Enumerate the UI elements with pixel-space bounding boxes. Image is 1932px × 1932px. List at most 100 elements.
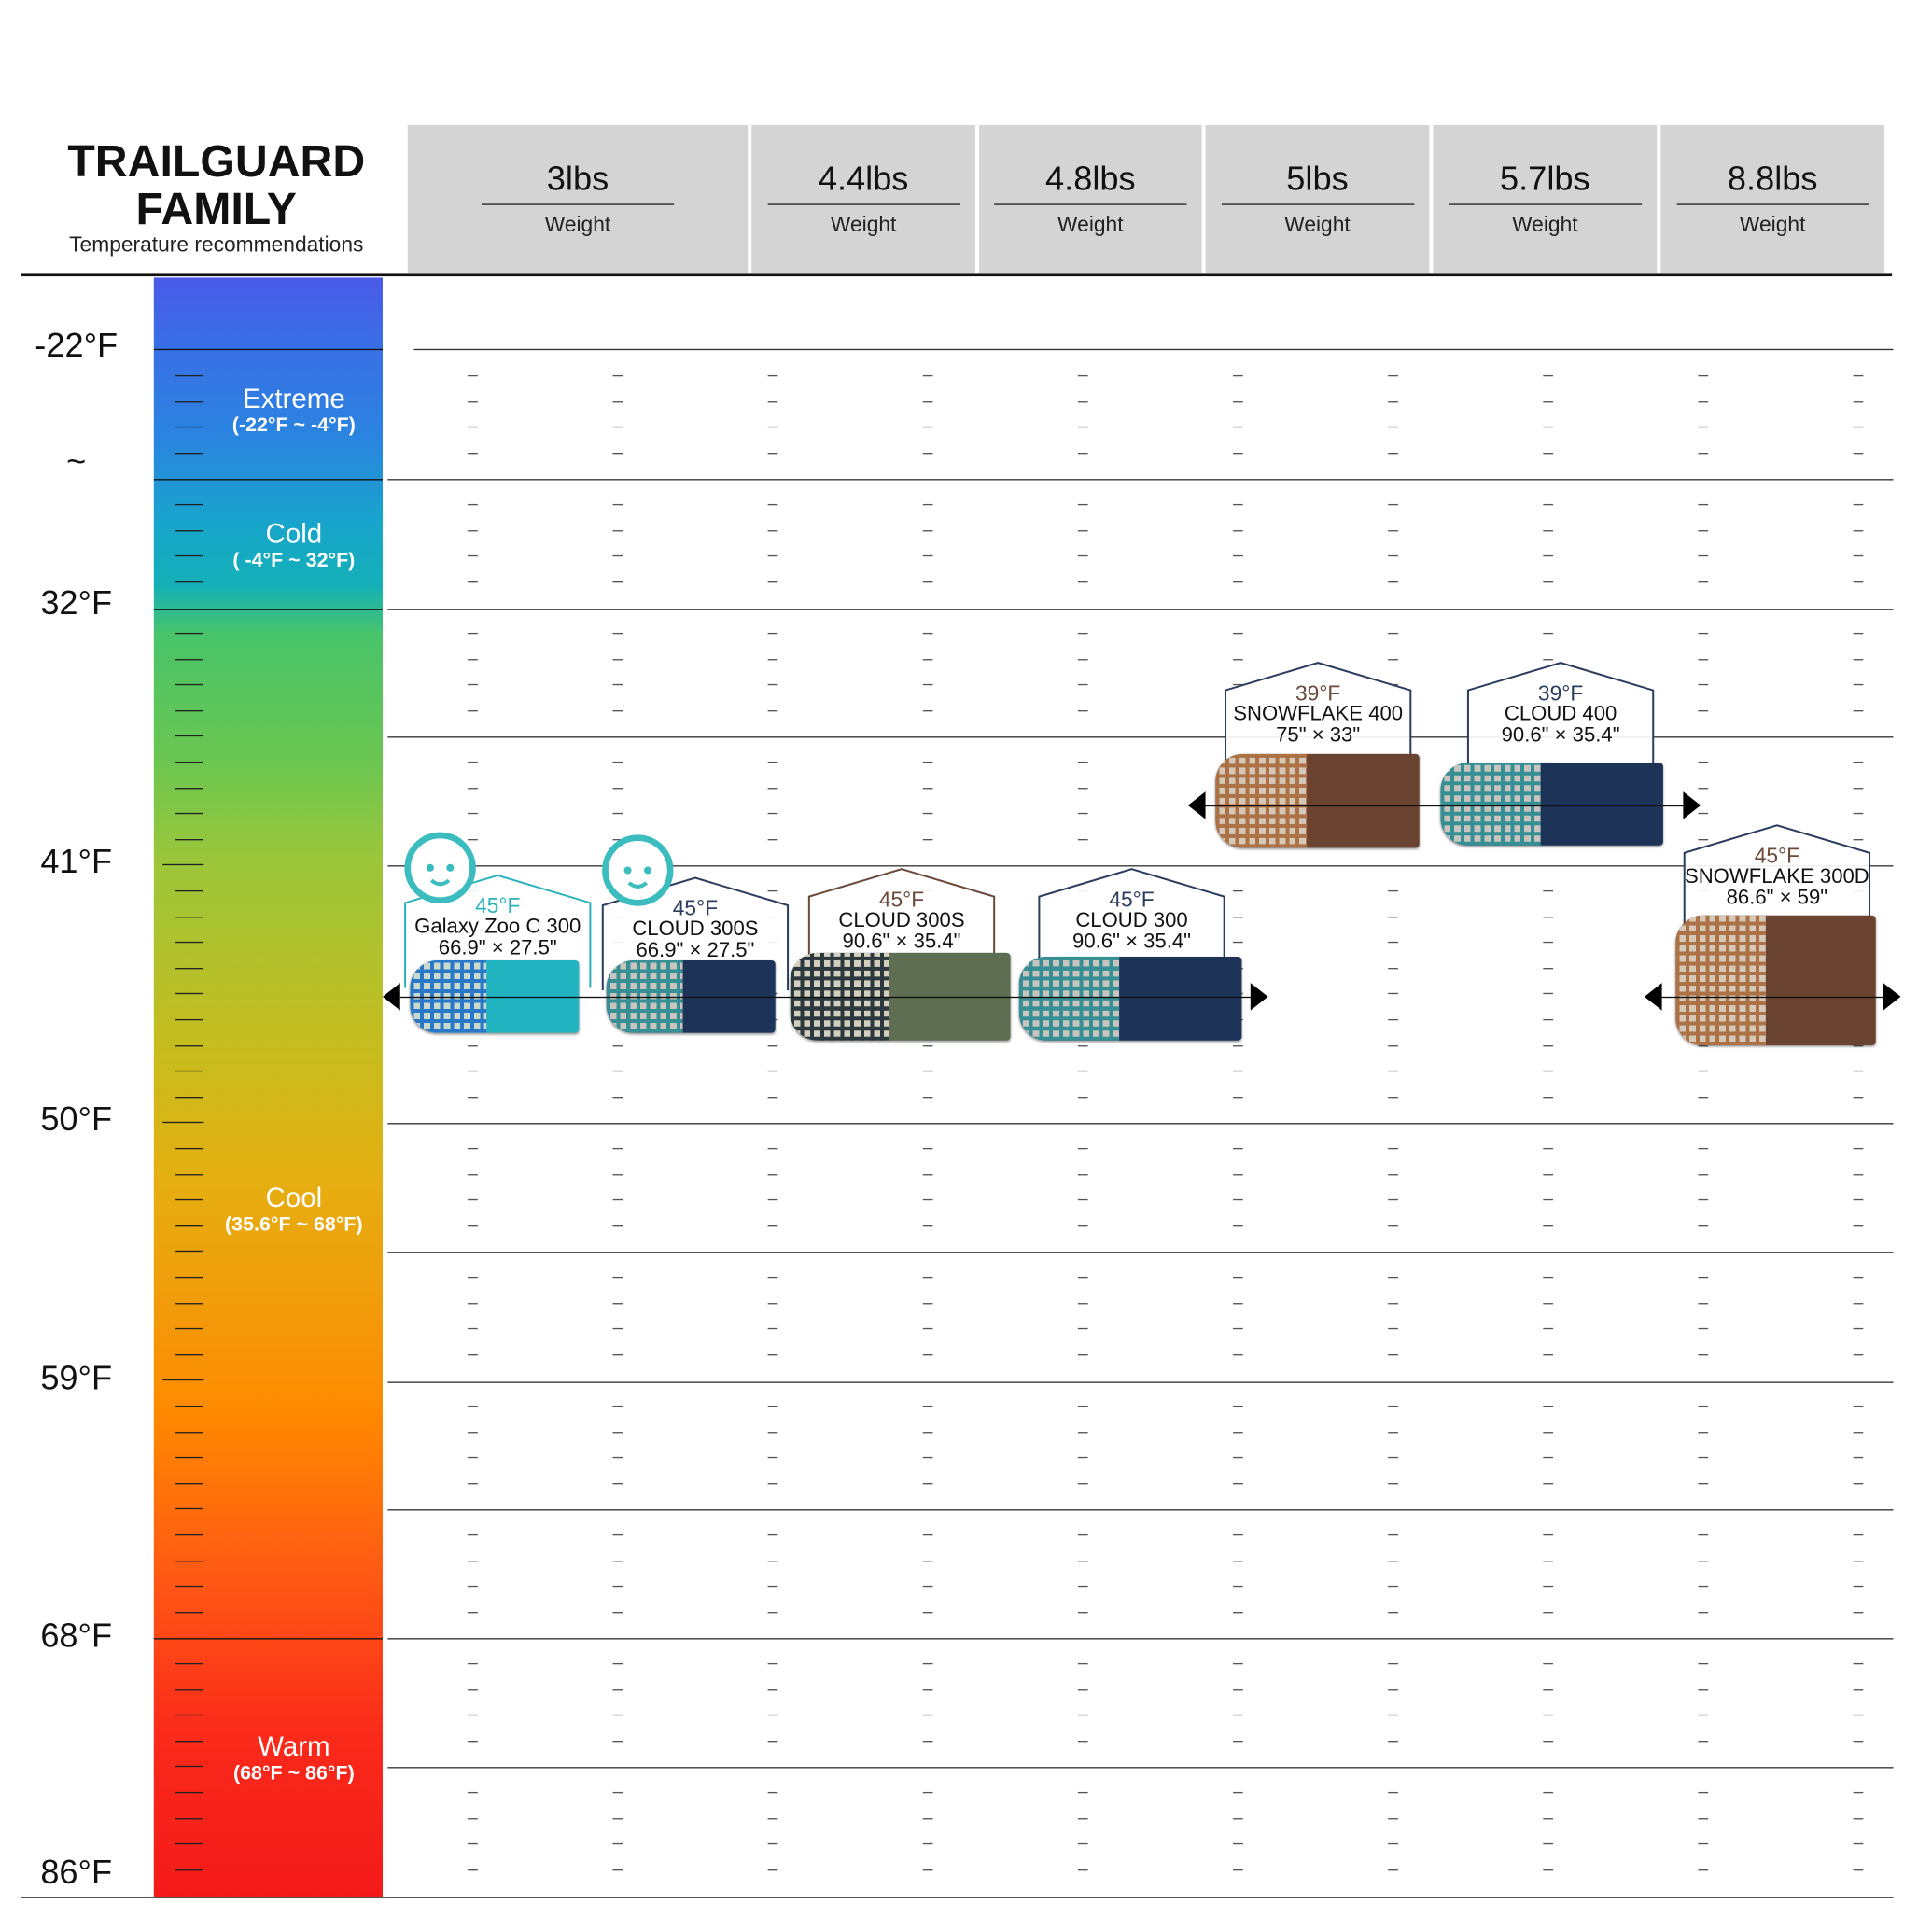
grid-dash [612, 1533, 623, 1536]
grid-dash [1388, 968, 1398, 970]
grid-dash [767, 1714, 778, 1716]
grid-dash [1233, 1741, 1243, 1743]
grid-dash [1388, 992, 1398, 995]
product-name: CLOUD 300 [1075, 909, 1188, 932]
scale-tick [175, 1842, 203, 1845]
grid-dash [1077, 530, 1088, 532]
grid-dash [1077, 1561, 1088, 1562]
weight-value: 3lbs [546, 160, 609, 198]
scale-tick [175, 889, 203, 892]
grid-dash [1077, 1869, 1088, 1871]
weight-header-cell: 4.8lbs Weight [979, 124, 1202, 273]
grid-dash [1853, 1198, 1864, 1201]
grid-dash [1233, 1405, 1243, 1407]
grid-dash [612, 1561, 623, 1562]
grid-dash [1233, 401, 1243, 403]
grid-dash [1388, 581, 1398, 583]
scale-tick [175, 1147, 203, 1150]
grid-dash [1233, 1432, 1243, 1434]
grid-dash [1077, 1791, 1088, 1794]
grid-dash [767, 1689, 778, 1691]
product-name: Galaxy Zoo C 300 [414, 915, 581, 938]
grid-dash [1853, 581, 1864, 583]
grid-dash [468, 1097, 478, 1099]
grid-dash [1543, 632, 1554, 635]
grid-dash [1388, 632, 1398, 635]
product-text: 45°F CLOUD 300 90.6" × 35.4" [1038, 889, 1225, 953]
zone-name: Extreme [242, 382, 345, 414]
axis-label: 68°F [40, 1617, 113, 1655]
range-line [1200, 805, 1688, 807]
grid-dash [1233, 1842, 1243, 1845]
grid-dash [1543, 917, 1554, 918]
grid-dash [1853, 554, 1864, 557]
grid-dash [1543, 1689, 1554, 1691]
grid-dash [1698, 1842, 1709, 1845]
grid-dash [1853, 1612, 1864, 1614]
grid-dash [1077, 761, 1088, 763]
grid-dash [1077, 1147, 1088, 1150]
scale-tick [175, 1689, 203, 1691]
grid-dash [1853, 659, 1864, 661]
zone-label: Extreme (-22°F ~ -4°F) [200, 383, 387, 438]
grid-dash [1388, 917, 1398, 918]
grid-dash [1233, 1561, 1243, 1562]
grid-dash [1233, 554, 1243, 557]
grid-dash [612, 401, 623, 403]
grid-dash [1233, 581, 1243, 583]
axis-label: 41°F [40, 843, 113, 881]
grid-dash [922, 1741, 933, 1743]
weight-label: Weight [544, 212, 611, 237]
grid-dash [1698, 1714, 1709, 1716]
bottom-line [21, 1897, 1894, 1899]
grid-dash [612, 1276, 623, 1279]
scale-tick [175, 1097, 203, 1099]
grid-dash [922, 1174, 933, 1176]
grid-dash [1543, 401, 1554, 403]
grid-dash [468, 1612, 478, 1614]
weight-divider [1221, 203, 1414, 205]
grid-dash [922, 1147, 933, 1150]
grid-dash [1853, 1174, 1864, 1176]
grid-dash [922, 1714, 933, 1716]
grid-dash [1698, 1741, 1709, 1743]
zone-name: Warm [258, 1730, 330, 1762]
grid-dash [1853, 761, 1864, 763]
zone-range: (68°F ~ 86°F) [232, 1763, 355, 1785]
grid-dash [922, 710, 933, 712]
scale-tick [175, 735, 203, 737]
arrow-right-icon [1683, 791, 1701, 819]
grid-dash [1233, 941, 1243, 944]
grid-dash [1543, 1303, 1554, 1305]
grid-dash [1543, 1842, 1554, 1845]
grid-dash [922, 761, 933, 763]
grid-dash [767, 1045, 778, 1047]
product-name: SNOWFLAKE 300D [1684, 865, 1869, 889]
grid-dash [1388, 1483, 1398, 1485]
grid-dash [767, 839, 778, 841]
grid-dash [1853, 1354, 1864, 1356]
grid-dash [767, 1276, 778, 1279]
grid-dash [1698, 401, 1709, 403]
grid-dash [468, 812, 478, 815]
grid-dash [1698, 581, 1709, 583]
grid-dash [468, 1818, 478, 1820]
zone-range: ( -4°F ~ 32°F) [232, 550, 356, 572]
grid-dash [1543, 1714, 1554, 1716]
grid-dash [468, 1561, 478, 1562]
scale-tick [175, 1432, 203, 1434]
grid-dash [612, 1405, 623, 1407]
grid-dash [612, 710, 623, 712]
grid-dash [468, 1791, 478, 1794]
grid-dash [1853, 1276, 1864, 1279]
grid-dash [1388, 1097, 1398, 1099]
grid-dash [1233, 1714, 1243, 1716]
title-line-2: FAMILY [135, 182, 297, 234]
product-label: 39°F SNOWFLAKE 400 75" × 33" [1225, 662, 1412, 776]
grid-dash [1543, 941, 1554, 944]
grid-dash [1543, 1818, 1554, 1820]
grid-dash [1233, 1818, 1243, 1820]
grid-dash [1853, 1070, 1864, 1072]
scale-tick [175, 1869, 203, 1871]
grid-line [387, 1252, 1894, 1254]
